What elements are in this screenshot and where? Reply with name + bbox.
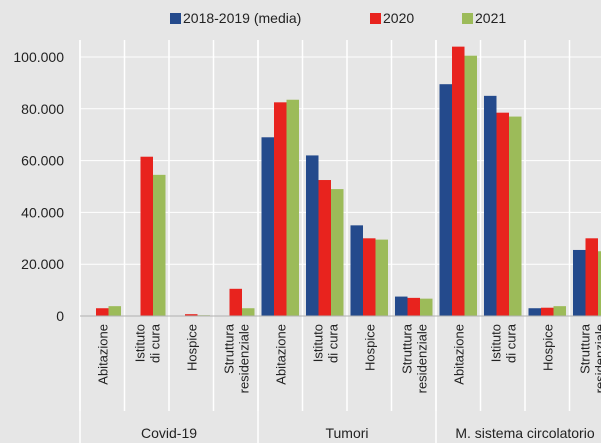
legend-swatch [462,13,473,24]
bar [242,308,255,316]
bar [464,55,477,316]
category-label: Hospice [362,324,377,371]
bar [407,297,420,316]
y-tick-label: 40.000 [21,204,64,220]
category-label: di cura [503,323,518,363]
category-label: di cura [147,323,162,363]
bar [439,84,452,316]
bar [553,306,566,316]
bar [286,99,299,316]
bar [496,112,509,316]
bar [509,116,522,316]
bar [573,249,586,316]
bar [375,239,388,316]
category-label: residenziale [414,324,429,393]
category-label: Istituto [310,324,325,362]
y-tick-label: 100.000 [13,49,64,65]
bar [598,251,601,316]
bar [395,296,408,316]
bar [420,298,433,316]
y-tick-label: 0 [56,308,64,324]
bar [318,180,331,316]
category-label: Istituto [132,324,147,362]
category-label: Abitazione [451,324,466,385]
bar [331,189,344,316]
group-label: M. sistema circolatorio [455,425,594,441]
y-tick-label: 80.000 [21,101,64,117]
legend-label: 2021 [475,10,506,26]
bar [185,314,198,316]
bar [452,46,465,316]
category-label: Struttura [221,323,236,374]
category-label: residenziale [236,324,251,393]
bar [528,308,541,316]
bar [153,174,166,316]
bar [140,156,153,316]
legend-swatch [370,13,381,24]
category-label: Abitazione [273,324,288,385]
legend-label: 2020 [383,10,414,26]
category-label: Struttura [577,323,592,374]
y-tick-label: 20.000 [21,256,64,272]
legend-label: 2018-2019 (media) [183,10,301,26]
category-label: Abitazione [95,324,110,385]
category-label: di cura [325,323,340,363]
category-label: Hospice [184,324,199,371]
bar [274,102,287,316]
bar [229,288,242,316]
category-label: Struttura [399,323,414,374]
category-label: Hospice [540,324,555,371]
bar [541,307,554,316]
bar [261,137,274,316]
bar [306,155,319,316]
group-label: Tumori [325,425,368,441]
y-tick-label: 60.000 [21,153,64,169]
bar [363,238,376,316]
group-label: Covid-19 [141,425,197,441]
bar [108,306,121,316]
category-label: Istituto [488,324,503,362]
bar [350,225,363,316]
bar [585,238,598,316]
bar [484,95,497,316]
category-label: residenziale [592,324,601,393]
bar [96,308,109,316]
legend-swatch [170,13,181,24]
